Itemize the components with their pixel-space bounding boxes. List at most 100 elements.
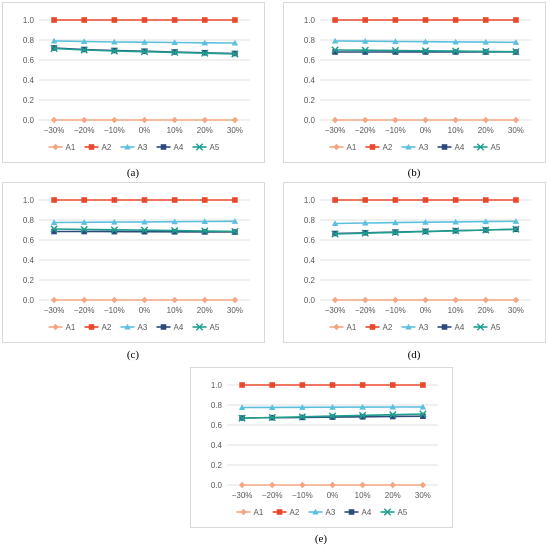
data-point-a3 (141, 218, 148, 225)
data-point-a1 (359, 481, 366, 489)
data-point-a3 (359, 403, 366, 410)
x-tick-label: −10% (104, 306, 125, 315)
data-point-a3 (422, 219, 429, 225)
legend-label-a1: A1 (66, 323, 76, 332)
y-tick-label: 0.8 (304, 36, 316, 45)
data-point-a4 (420, 413, 426, 419)
legend-marker-a5 (195, 323, 204, 331)
x-tick-label: −30% (232, 491, 253, 500)
data-point-a2 (513, 197, 519, 203)
data-point-a3 (512, 39, 520, 45)
data-point-a2 (239, 382, 245, 388)
x-tick-label: 30% (227, 126, 243, 135)
legend-marker-a4 (348, 509, 355, 515)
data-point-a3 (111, 218, 118, 225)
data-point-a2 (452, 17, 459, 23)
data-point-a5 (391, 228, 400, 237)
data-point-a2 (171, 17, 178, 23)
data-point-a5 (201, 49, 209, 57)
data-point-a2 (359, 382, 366, 388)
y-tick-label: 0.0 (304, 296, 316, 305)
data-point-a1 (482, 296, 489, 304)
data-point-a5 (110, 47, 119, 55)
data-point-a2 (232, 17, 238, 23)
chart-svg-b: 0.0 0.2 0.4 0.6 0.8 1.0 −30% −20% −10% 0% 10% 20% 30… (304, 16, 531, 152)
data-point-a3 (50, 37, 58, 44)
data-point-a1 (512, 116, 520, 124)
data-point-a2 (141, 17, 148, 23)
y-tick-label: 1.0 (211, 381, 223, 390)
legend-marker-a4 (160, 144, 167, 150)
y-tick-label: 0.2 (304, 96, 316, 105)
legend-label-a2: A2 (102, 323, 112, 332)
chart-panel-d: 0.0 0.2 0.4 0.6 0.8 1.0 −30% −20% −10% 0% 10% 20% 30… (283, 182, 546, 343)
x-tick-label: 10% (448, 126, 464, 135)
data-point-a3 (329, 404, 336, 410)
data-point-a1 (171, 116, 178, 124)
x-tick-label: 0% (139, 126, 151, 135)
data-point-a2 (392, 17, 399, 23)
data-point-a5 (140, 226, 149, 234)
data-point-a5 (328, 412, 337, 420)
x-tick-label: 30% (227, 306, 243, 315)
legend-marker-a2 (369, 324, 376, 330)
data-point-a2 (332, 17, 338, 23)
data-point-a4 (329, 414, 336, 420)
legend-label-a3: A3 (419, 143, 429, 152)
x-tick-label: 10% (167, 126, 183, 135)
data-point-a2 (362, 197, 369, 203)
data-point-a5 (170, 226, 179, 235)
legend-marker-a2 (369, 144, 376, 150)
data-point-a1 (422, 296, 429, 304)
legend-marker-a3 (124, 323, 131, 330)
data-point-a5 (231, 227, 239, 236)
y-tick-label: 0.4 (304, 256, 316, 265)
legend-marker-a4 (441, 144, 448, 150)
chart-panel-b: 0.0 0.2 0.4 0.6 0.8 1.0 −30% −20% −10% 0% 10% 20% 30… (283, 2, 546, 163)
legend-label-a2: A2 (102, 143, 112, 152)
y-tick-label: 0.8 (23, 36, 35, 45)
data-point-a2 (51, 17, 57, 23)
y-tick-label: 0.6 (304, 56, 316, 65)
data-point-a1 (362, 296, 369, 304)
data-point-a1 (231, 296, 239, 304)
data-point-a1 (362, 116, 369, 124)
data-point-a3 (201, 39, 208, 46)
data-point-a2 (171, 197, 178, 203)
data-point-a5 (298, 413, 307, 421)
data-point-a5 (421, 227, 430, 236)
legend-marker-a5 (476, 323, 485, 331)
data-point-a5 (140, 48, 149, 56)
data-point-a3 (482, 38, 489, 45)
data-point-a4 (332, 49, 338, 55)
y-tick-label: 0.2 (23, 96, 35, 105)
x-tick-label: 20% (385, 491, 401, 500)
legend-marker-a3 (124, 143, 131, 150)
chart-svg-e: 0.0 0.2 0.4 0.6 0.8 1.0 −30% −20% −10% 0% 10% 20% 30… (211, 381, 438, 517)
y-tick-label: 0.0 (304, 116, 316, 125)
data-point-a3 (238, 404, 246, 411)
data-point-a5 (361, 229, 369, 237)
data-point-a5 (358, 411, 367, 420)
data-point-a1 (231, 116, 239, 124)
data-point-a3 (331, 220, 339, 227)
data-point-a3 (422, 38, 429, 45)
y-tick-label: 0.6 (211, 421, 223, 430)
x-tick-label: −20% (74, 126, 95, 135)
data-point-a2 (201, 17, 208, 23)
data-point-a2 (362, 17, 369, 23)
data-point-a5 (361, 46, 369, 54)
legend-label-a3: A3 (326, 508, 336, 517)
data-point-a3 (362, 219, 369, 226)
legend-marker-a3 (312, 508, 319, 515)
data-point-a2 (422, 17, 429, 23)
data-point-a3 (389, 403, 396, 410)
legend-marker-a2 (88, 324, 95, 330)
x-tick-label: 30% (508, 126, 524, 135)
legend-label-a5: A5 (210, 143, 220, 152)
data-point-a2 (452, 197, 459, 203)
data-point-a2 (392, 197, 399, 203)
legend-label-a4: A4 (455, 143, 465, 152)
data-point-a1 (269, 481, 276, 489)
data-point-a3 (362, 38, 369, 44)
